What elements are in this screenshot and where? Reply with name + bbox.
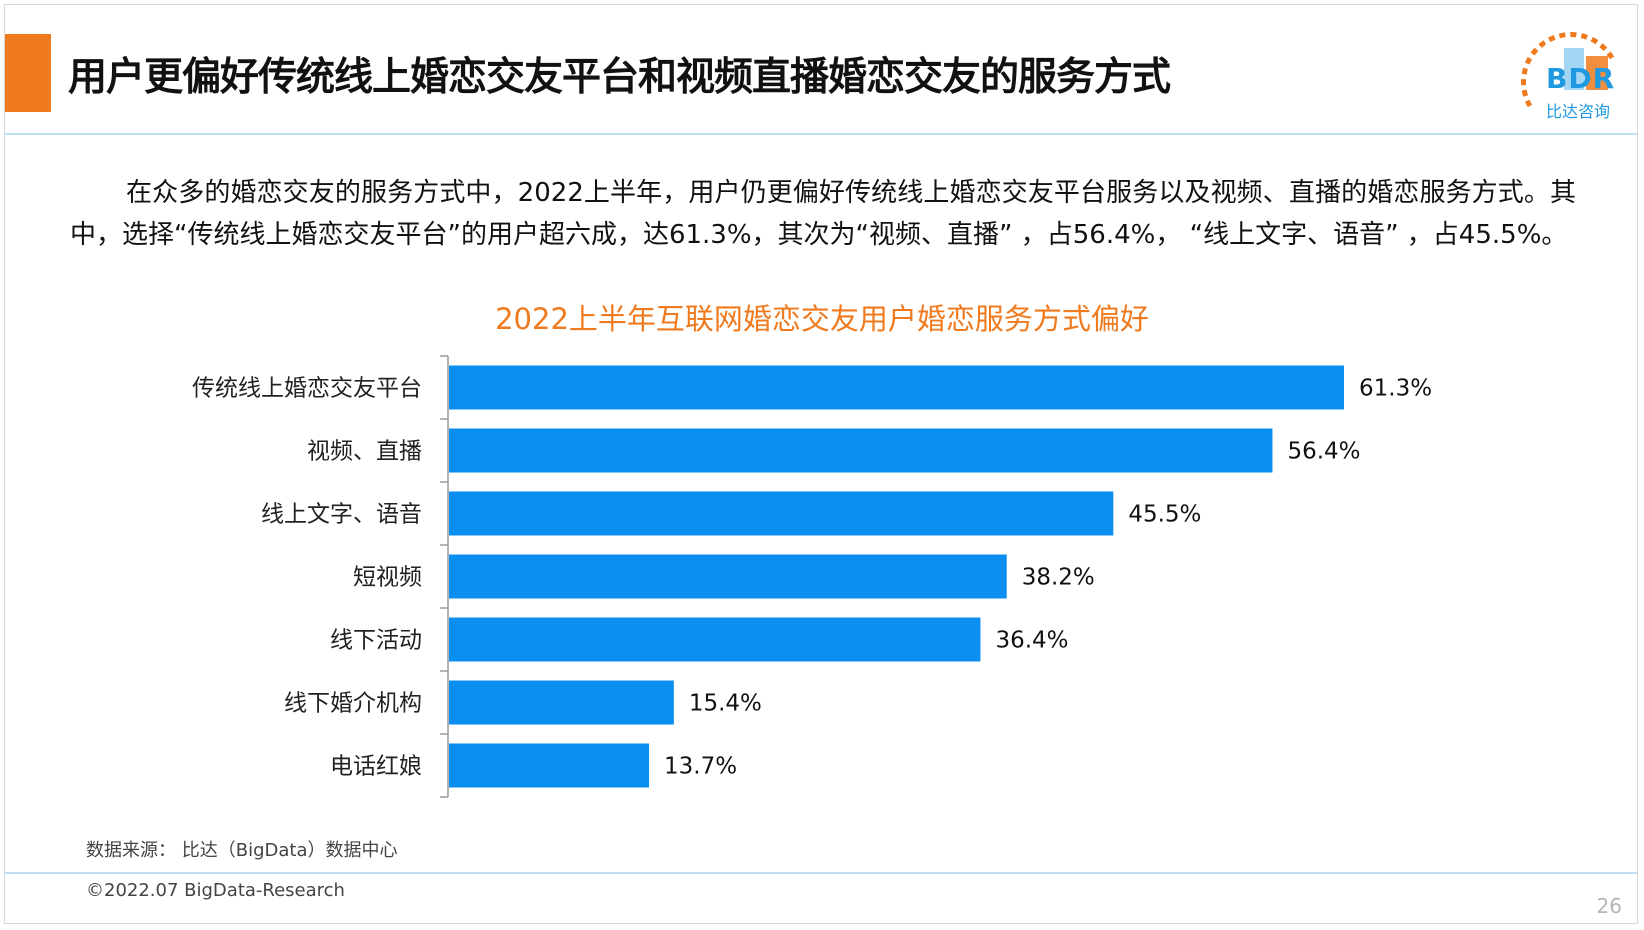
category-label: 电话红娘 bbox=[330, 754, 422, 780]
title-accent-block bbox=[5, 34, 51, 112]
category-label: 短视频 bbox=[353, 565, 422, 591]
bar bbox=[449, 617, 981, 662]
bar bbox=[449, 428, 1273, 473]
page-title: 用户更偏好传统线上婚恋交友平台和视频直播婚恋交友的服务方式 bbox=[68, 55, 1171, 100]
bar bbox=[449, 491, 1114, 536]
value-label: 61.3% bbox=[1359, 376, 1432, 402]
bar bbox=[449, 680, 674, 725]
chart-title: 2022上半年互联网婚恋交友用户婚恋服务方式偏好 bbox=[495, 302, 1149, 336]
bar bbox=[449, 365, 1344, 410]
category-label: 线下婚介机构 bbox=[284, 691, 422, 717]
bdr-logo-icon bbox=[1521, 32, 1615, 108]
intro-paragraph: 在众多的婚恋交友的服务方式中，2022上半年，用户仍更偏好传统线上婚恋交友平台服… bbox=[70, 178, 1576, 250]
value-label: 38.2% bbox=[1022, 565, 1095, 591]
value-label: 56.4% bbox=[1287, 439, 1360, 465]
category-label: 视频、直播 bbox=[307, 439, 422, 465]
category-label: 传统线上婚恋交友平台 bbox=[192, 376, 422, 402]
logo-name: BDR bbox=[1546, 62, 1616, 95]
category-label: 线下活动 bbox=[330, 628, 422, 654]
logo-subtitle: 比达咨询 bbox=[1546, 102, 1611, 121]
value-label: 45.5% bbox=[1128, 502, 1201, 528]
copyright: ©2022.07 BigData-Research bbox=[86, 880, 345, 901]
value-label: 13.7% bbox=[664, 754, 737, 780]
value-label: 36.4% bbox=[995, 628, 1068, 654]
footer-divider bbox=[5, 872, 1637, 874]
data-source: 数据来源： 比达（BigData）数据中心 bbox=[86, 840, 398, 861]
bar-chart: 传统线上婚恋交友平台 61.3% 视频、直播 56.4% 线上文字、语音 45.5% 短视频… bbox=[192, 355, 1432, 798]
category-label: 线上文字、语音 bbox=[261, 502, 422, 528]
bar bbox=[449, 554, 1007, 599]
bar bbox=[449, 743, 650, 788]
page-number: 26 bbox=[1596, 894, 1622, 918]
slide-frame bbox=[4, 4, 1638, 924]
value-label: 15.4% bbox=[689, 691, 762, 717]
header-divider bbox=[5, 133, 1637, 135]
